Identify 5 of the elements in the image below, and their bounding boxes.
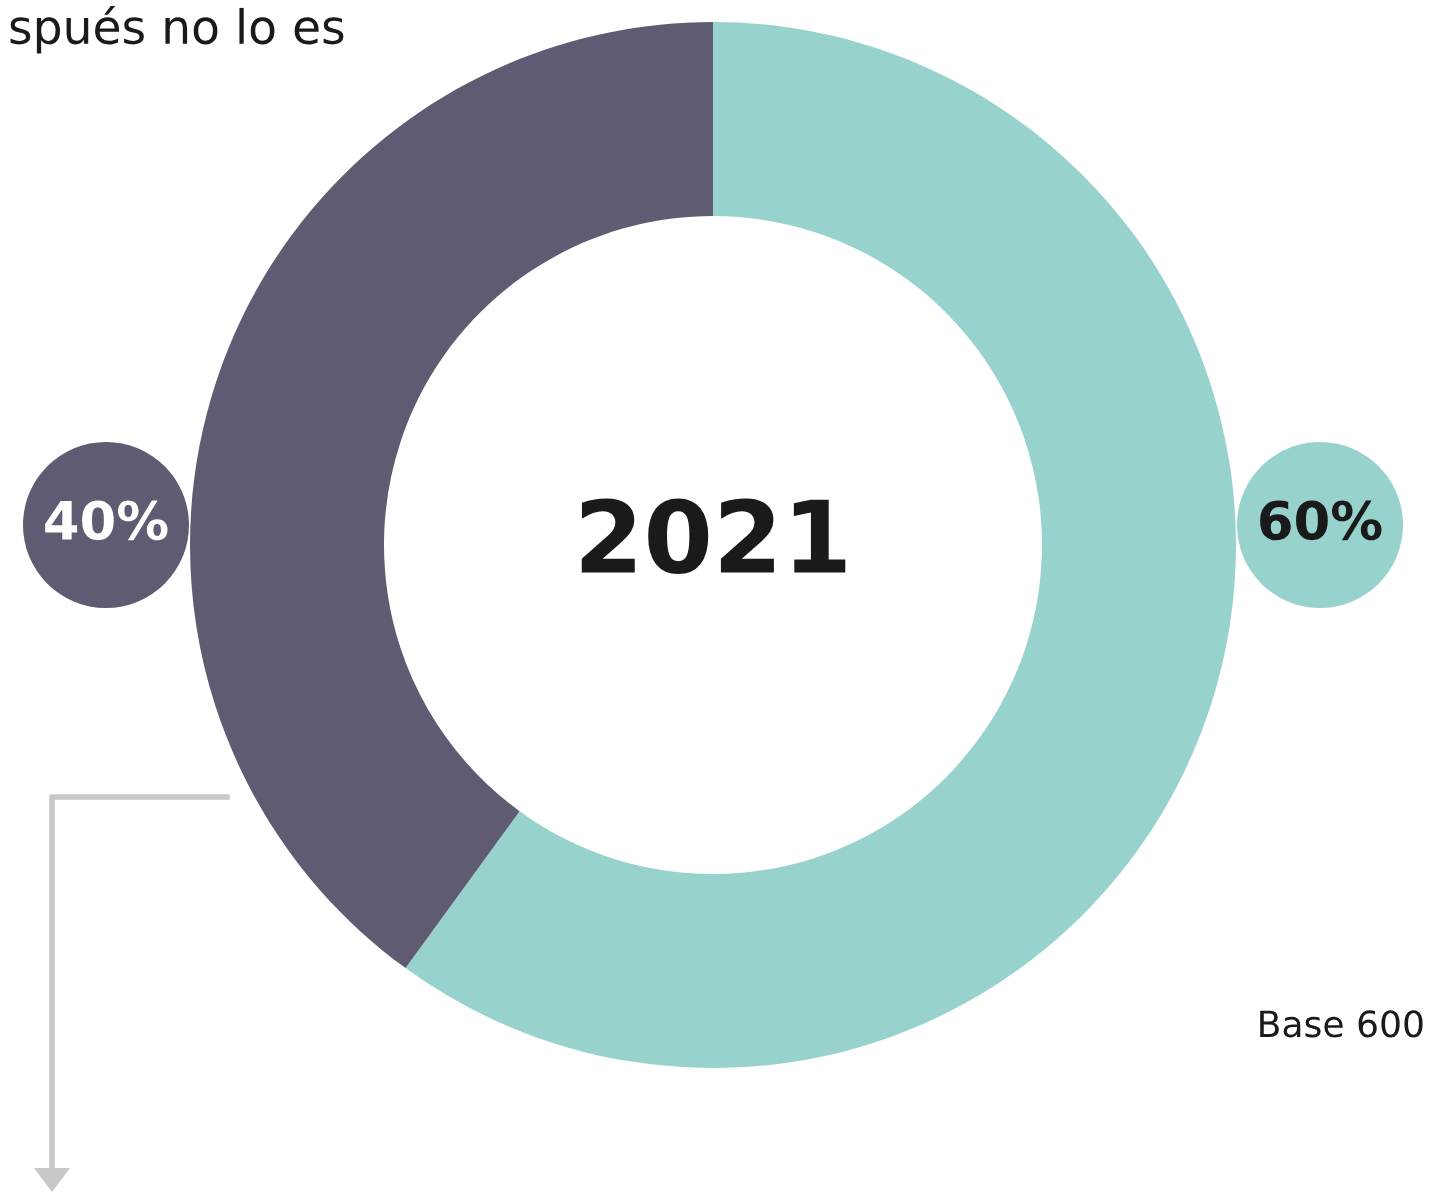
chart-title: spués no lo es — [10, 6, 344, 54]
data-label: 60% — [1260, 500, 1382, 541]
text: Base 600 — [1260, 1010, 1423, 1038]
data-label: 40% — [45, 500, 168, 541]
text: 2021 — [581, 498, 846, 575]
